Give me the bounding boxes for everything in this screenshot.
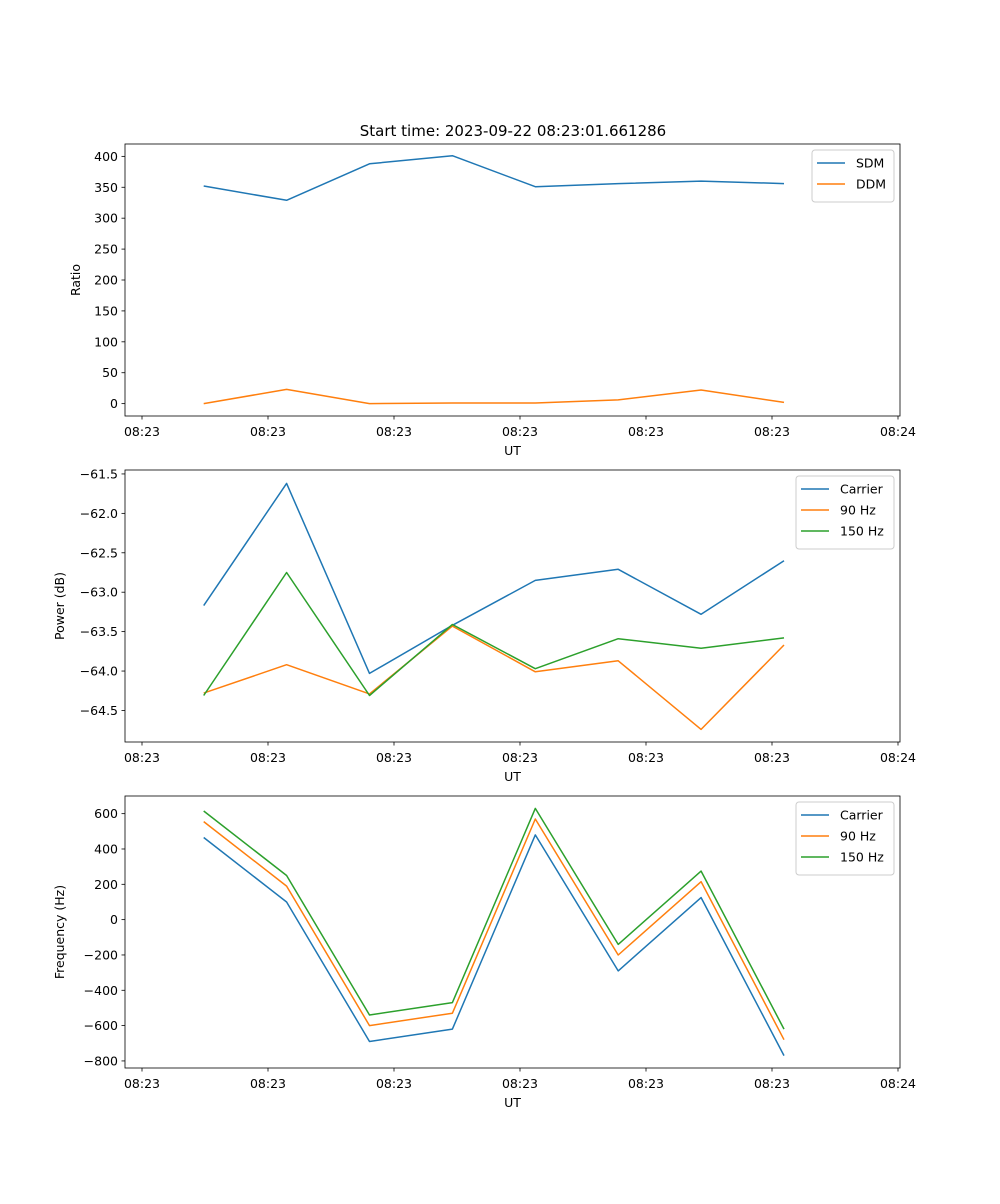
y-tick-label: −63.0 — [80, 585, 118, 600]
y-axis-label: Ratio — [68, 264, 83, 296]
x-tick-label: 08:23 — [124, 1076, 160, 1091]
x-tick-label: 08:23 — [754, 750, 790, 765]
axes-frame — [124, 469, 901, 743]
y-tick-label: −63.5 — [80, 624, 118, 639]
x-tick-label: 08:24 — [880, 424, 916, 439]
x-tick-label: 08:23 — [754, 424, 790, 439]
legend-label: Carrier — [840, 808, 884, 823]
x-tick-label: 08:24 — [880, 750, 916, 765]
series-line-carrier — [203, 834, 785, 1056]
x-tick-label: 08:23 — [376, 750, 412, 765]
series-line-carrier — [203, 482, 785, 675]
y-tick-label: 150 — [94, 303, 118, 318]
legend-label: 150 Hz — [840, 850, 884, 865]
y-tick-label: 350 — [94, 180, 118, 195]
x-tick-label: 08:23 — [250, 424, 286, 439]
panel-power: −64.5 −64.0 −63.5 −63.0 −62.5 −62.0 −61.5 08:23… — [52, 466, 916, 784]
y-axis-label: Power (dB) — [52, 572, 67, 640]
y-tick-label: −64.5 — [80, 703, 118, 718]
y-tick-label: 100 — [94, 334, 118, 349]
x-tick-label: 08:23 — [124, 424, 160, 439]
x-tick-label: 08:23 — [628, 750, 664, 765]
y-tick-label: 400 — [94, 841, 118, 856]
legend-label: Carrier — [840, 482, 884, 497]
legend: Carrier 90 Hz 150 Hz — [795, 475, 895, 550]
series-line-sdm — [203, 154, 785, 202]
y-tick-label: 0 — [110, 912, 118, 927]
x-axis-label: UT — [504, 443, 521, 458]
x-tick-label: 08:23 — [250, 750, 286, 765]
x-tick-label: 08:23 — [502, 1076, 538, 1091]
y-tick-label: 400 — [94, 149, 118, 164]
y-tick-label: 0 — [110, 396, 118, 411]
y-axis-label: Frequency (Hz) — [52, 885, 67, 979]
x-tick-label: 08:24 — [880, 1076, 916, 1091]
y-tick-label: 300 — [94, 211, 118, 226]
y-tick-label: −600 — [84, 1018, 118, 1033]
y-tick-label: −62.0 — [80, 506, 118, 521]
legend-label: 90 Hz — [840, 503, 876, 518]
y-tick-label: 50 — [102, 365, 118, 380]
x-tick-label: 08:23 — [502, 750, 538, 765]
legend-label: 150 Hz — [840, 524, 884, 539]
legend-label: SDM — [856, 156, 884, 171]
y-tick-label: −64.0 — [80, 664, 118, 679]
y-tick-label: −200 — [84, 947, 118, 962]
y-tick-label: 250 — [94, 242, 118, 257]
series-line-90-hz — [203, 818, 785, 1041]
legend-label: DDM — [856, 177, 886, 192]
y-tick-label: −61.5 — [80, 466, 118, 481]
legend: SDM DDM — [811, 149, 895, 203]
x-tick-label: 08:23 — [628, 424, 664, 439]
x-tick-label: 08:23 — [124, 750, 160, 765]
legend-label: 90 Hz — [840, 829, 876, 844]
x-tick-label: 08:23 — [376, 1076, 412, 1091]
x-axis-label: UT — [504, 769, 521, 784]
panel-ratio: 0 50 100 150 200 250 300 350 400 08:23 08:23 08:23 0… — [68, 143, 916, 458]
x-tick-label: 08:23 — [376, 424, 412, 439]
series-line-150-hz — [203, 807, 785, 1030]
x-tick-label: 08:23 — [628, 1076, 664, 1091]
y-tick-label: 200 — [94, 877, 118, 892]
series-line-90-hz — [203, 625, 785, 731]
x-axis-label: UT — [504, 1095, 521, 1110]
axes-frame — [124, 795, 901, 1069]
x-tick-label: 08:23 — [502, 424, 538, 439]
y-tick-label: 600 — [94, 806, 118, 821]
y-tick-label: 200 — [94, 273, 118, 288]
axes-frame — [124, 143, 901, 417]
y-tick-label: −800 — [84, 1053, 118, 1068]
x-tick-label: 08:23 — [754, 1076, 790, 1091]
panel-frequency: −800 −600 −400 −200 0 200 400 600 08:23 08:23 08:2… — [52, 795, 916, 1110]
series-line-150-hz — [203, 571, 785, 697]
y-tick-label: −62.5 — [80, 545, 118, 560]
y-tick-label: −400 — [84, 983, 118, 998]
legend: Carrier 90 Hz 150 Hz — [795, 801, 895, 876]
series-line-ddm — [203, 388, 785, 405]
x-tick-label: 08:23 — [250, 1076, 286, 1091]
chart-title: Start time: 2023-09-22 08:23:01.661286 — [360, 122, 666, 140]
